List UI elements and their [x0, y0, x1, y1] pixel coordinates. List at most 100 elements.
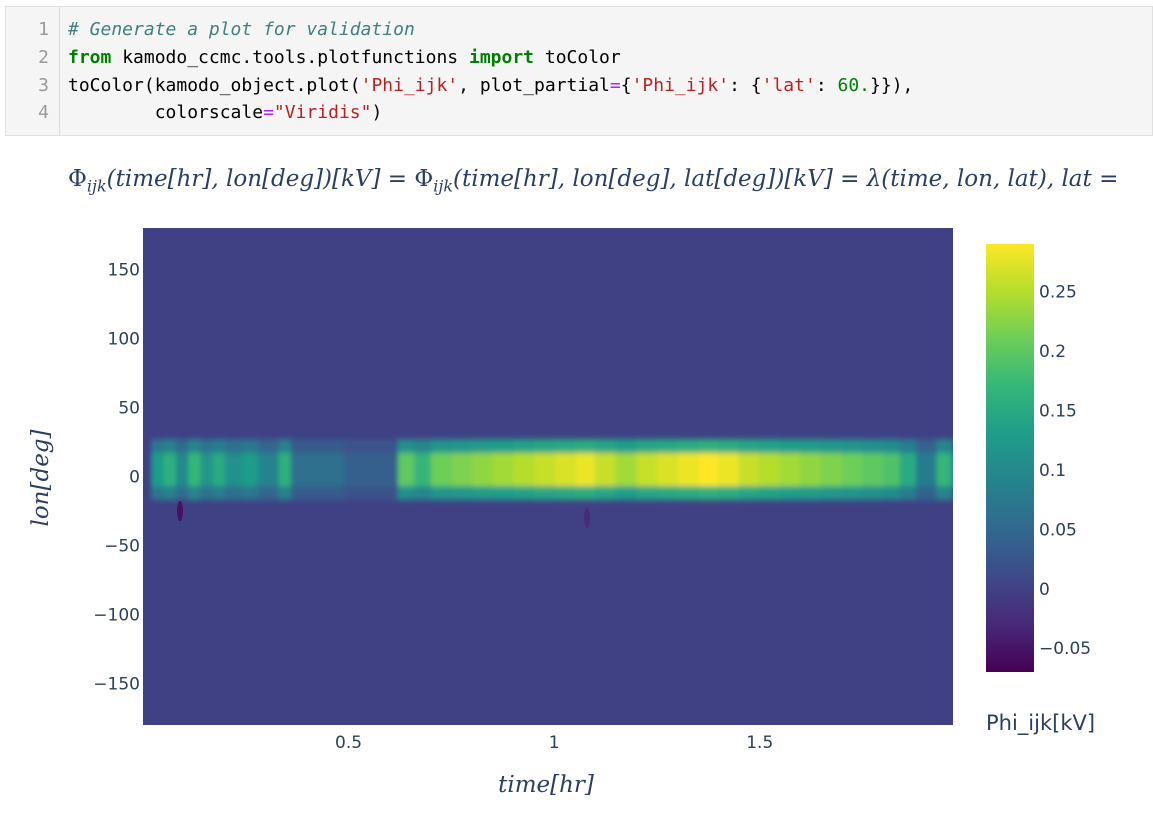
- heatmap-cell: [574, 452, 597, 487]
- code-number: 60.: [837, 75, 871, 96]
- heatmap-cell: [225, 452, 243, 487]
- code-comment: # Generate a plot for validation: [68, 19, 415, 40]
- heatmap-cell: [862, 452, 885, 487]
- colorbar-title: Phi_ijk[kV]: [986, 711, 1095, 736]
- heatmap-cell: [291, 452, 346, 487]
- y-tick-label: 150: [108, 260, 140, 280]
- code-text: : {: [729, 75, 762, 96]
- code-line-3[interactable]: toColor(kamodo_object.plot('Phi_ijk', pl…: [68, 75, 913, 96]
- line-number: 1: [38, 19, 49, 40]
- heatmap-cell: [344, 452, 399, 487]
- heatmap-cell: [718, 452, 741, 487]
- y-tick-label: −100: [93, 606, 140, 626]
- module-name: kamodo_ccmc.tools.plotfunctions: [111, 47, 469, 68]
- code-string: 'Phi_ijk': [631, 75, 730, 96]
- heatmap-cell: [492, 452, 515, 487]
- heatmap-cell: [883, 452, 901, 487]
- heatmap-cell: [397, 452, 416, 487]
- code-text: {: [620, 75, 632, 96]
- line-number: 3: [38, 75, 49, 96]
- phi-subscript: ijk: [433, 176, 454, 196]
- heatmap-cell: [175, 452, 190, 487]
- heatmap-cell: [656, 452, 679, 487]
- code-string: "Viridis": [273, 102, 372, 123]
- colorbar-tick-label: 0.05: [1039, 520, 1077, 540]
- phi-symbol: Φ: [414, 166, 434, 192]
- heatmap-cell: [739, 452, 761, 487]
- code-text: }}),: [870, 75, 914, 96]
- heatmap-cell: [278, 452, 293, 487]
- heatmap-cell: [241, 452, 260, 487]
- formula-part-1: (time[hr], lon[deg])[kV] =: [106, 166, 415, 192]
- colorbar: [986, 244, 1034, 672]
- heatmap-cell: [595, 452, 617, 487]
- x-axis-ticks: 0.5 1 1.5: [335, 733, 773, 753]
- heatmap-cell: [513, 452, 535, 487]
- heatmap-dips: [177, 501, 591, 528]
- code-string: 'Phi_ijk': [360, 75, 459, 96]
- heatmap-cell: [554, 452, 576, 487]
- colorbar-tick-label: 0: [1039, 580, 1050, 600]
- y-tick-label: −50: [104, 537, 140, 557]
- line-number: 2: [38, 47, 49, 68]
- phi-symbol: Φ: [68, 166, 87, 192]
- code-operator: =: [263, 102, 274, 123]
- code-line-4[interactable]: colorscale="Viridis"): [68, 102, 383, 123]
- heatmap-cell: [163, 452, 177, 487]
- heatmap-cell: [899, 452, 917, 487]
- heatmap-cell: [151, 452, 165, 487]
- heatmap-cell: [800, 452, 823, 487]
- heatmap-dip: [177, 501, 184, 522]
- code-text: :: [815, 75, 838, 96]
- heatmap-band: [151, 439, 953, 500]
- keyword-import: import: [468, 47, 535, 68]
- heatmap-cell: [936, 452, 950, 487]
- x-tick-label: 1: [549, 733, 560, 753]
- x-tick-label: 0.5: [335, 733, 362, 753]
- code-string: 'lat': [761, 75, 816, 96]
- code-text: ): [371, 102, 383, 123]
- imported-name: toColor: [534, 47, 621, 68]
- heatmap-cell: [915, 452, 938, 487]
- heatmap-cell: [188, 452, 202, 487]
- heatmap-cell: [948, 452, 953, 487]
- heatmap-plot[interactable]: 150 100 50 0 −50 −100 −150 0.5 1 1.5 time[hr] lo…: [0, 210, 1153, 810]
- phi-subscript: ijk: [86, 176, 107, 196]
- colorbar-tick-label: −0.05: [1039, 639, 1091, 659]
- code-line-2[interactable]: from kamodo_ccmc.tools.plotfunctions imp…: [68, 47, 621, 68]
- code-text: colorscale: [68, 102, 264, 123]
- code-cell[interactable]: 1 2 3 4 # Generate a plot for validation…: [5, 6, 1153, 136]
- heatmap-cell: [821, 452, 843, 487]
- y-tick-label: −150: [93, 675, 140, 695]
- y-tick-label: 100: [108, 329, 140, 349]
- y-tick-label: 0: [129, 468, 140, 488]
- colorbar-tick-label: 0.1: [1039, 461, 1066, 481]
- heatmap-cell: [451, 452, 473, 487]
- heatmap-cell: [430, 452, 453, 487]
- heatmap-cell: [533, 452, 556, 487]
- heatmap-cell: [759, 452, 782, 487]
- heatmap-dip: [584, 507, 591, 528]
- heatmap-cell: [615, 452, 638, 487]
- colorbar-tick-label: 0.25: [1039, 283, 1077, 303]
- heatmap-cell: [677, 452, 700, 487]
- code-operator: =: [609, 75, 621, 96]
- heatmap-cell: [212, 452, 227, 487]
- heatmap-cell: [200, 452, 214, 487]
- colorbar-tick-label: 0.2: [1039, 342, 1066, 362]
- heatmap-cell: [780, 452, 802, 487]
- code-line-1[interactable]: # Generate a plot for validation: [68, 19, 415, 40]
- formula-part-2: (time[hr], lon[deg], lat[deg])[kV] = λ(t…: [453, 166, 1119, 192]
- heatmap-cell: [471, 452, 494, 487]
- line-number: 4: [38, 102, 49, 123]
- heatmap-cell: [841, 452, 864, 487]
- keyword-from: from: [68, 47, 112, 68]
- code-text: , plot_partial: [458, 75, 610, 96]
- x-tick-label: 1.5: [746, 733, 773, 753]
- heatmap-cell: [414, 452, 432, 487]
- y-axis-title: lon[deg]: [28, 429, 54, 526]
- line-number-gutter: 1 2 3 4: [6, 7, 60, 135]
- plot-formula-title: Φijk(time[hr], lon[deg])[kV] = Φijk(time…: [68, 166, 1138, 206]
- heatmap-cell: [636, 452, 658, 487]
- colorbar-ticks: 0.25 0.2 0.15 0.1 0.05 0 −0.05: [1039, 283, 1091, 660]
